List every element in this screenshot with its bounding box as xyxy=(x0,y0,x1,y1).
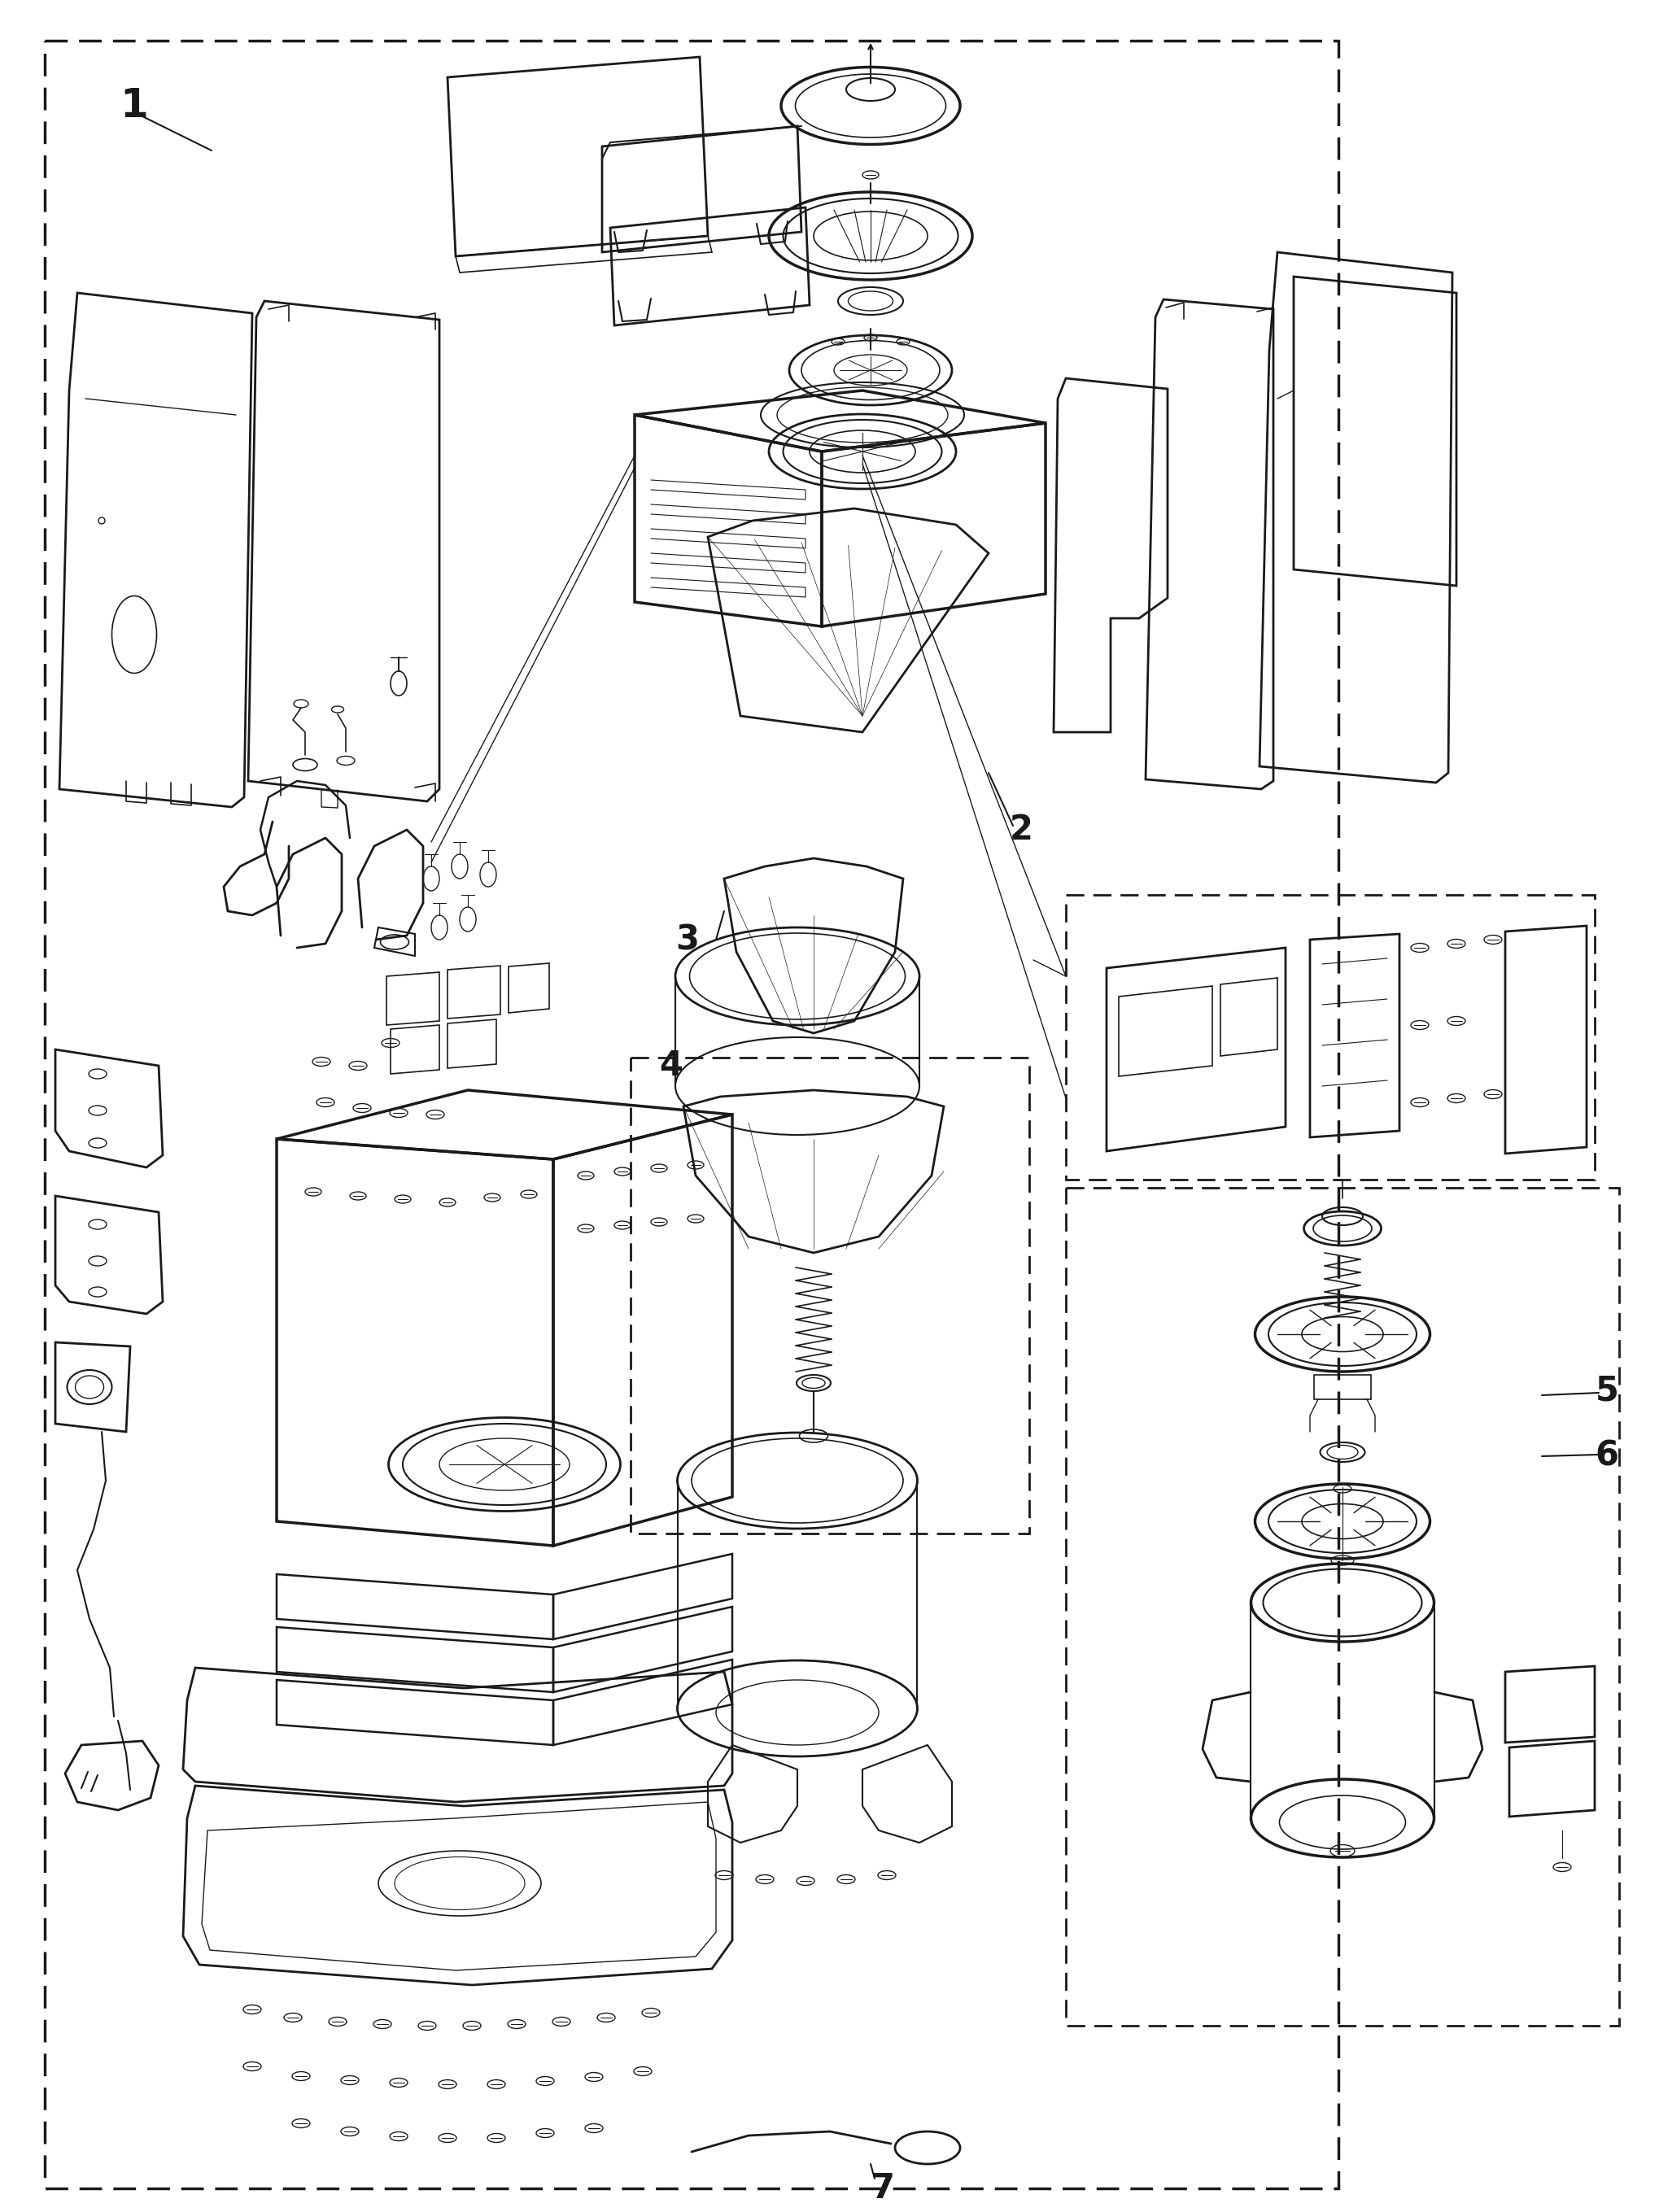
Bar xyxy=(1065,896,1594,1179)
Text: 1: 1 xyxy=(119,86,148,126)
Bar xyxy=(1065,1188,1619,2026)
Text: 4: 4 xyxy=(660,1048,684,1084)
Text: 6: 6 xyxy=(1596,1440,1619,1473)
Text: 2: 2 xyxy=(1009,812,1034,847)
Text: 3: 3 xyxy=(675,922,700,958)
Text: 7: 7 xyxy=(871,2172,894,2205)
Bar xyxy=(630,1057,1029,1533)
Bar xyxy=(45,40,1339,2188)
Text: 5: 5 xyxy=(1596,1374,1619,1409)
